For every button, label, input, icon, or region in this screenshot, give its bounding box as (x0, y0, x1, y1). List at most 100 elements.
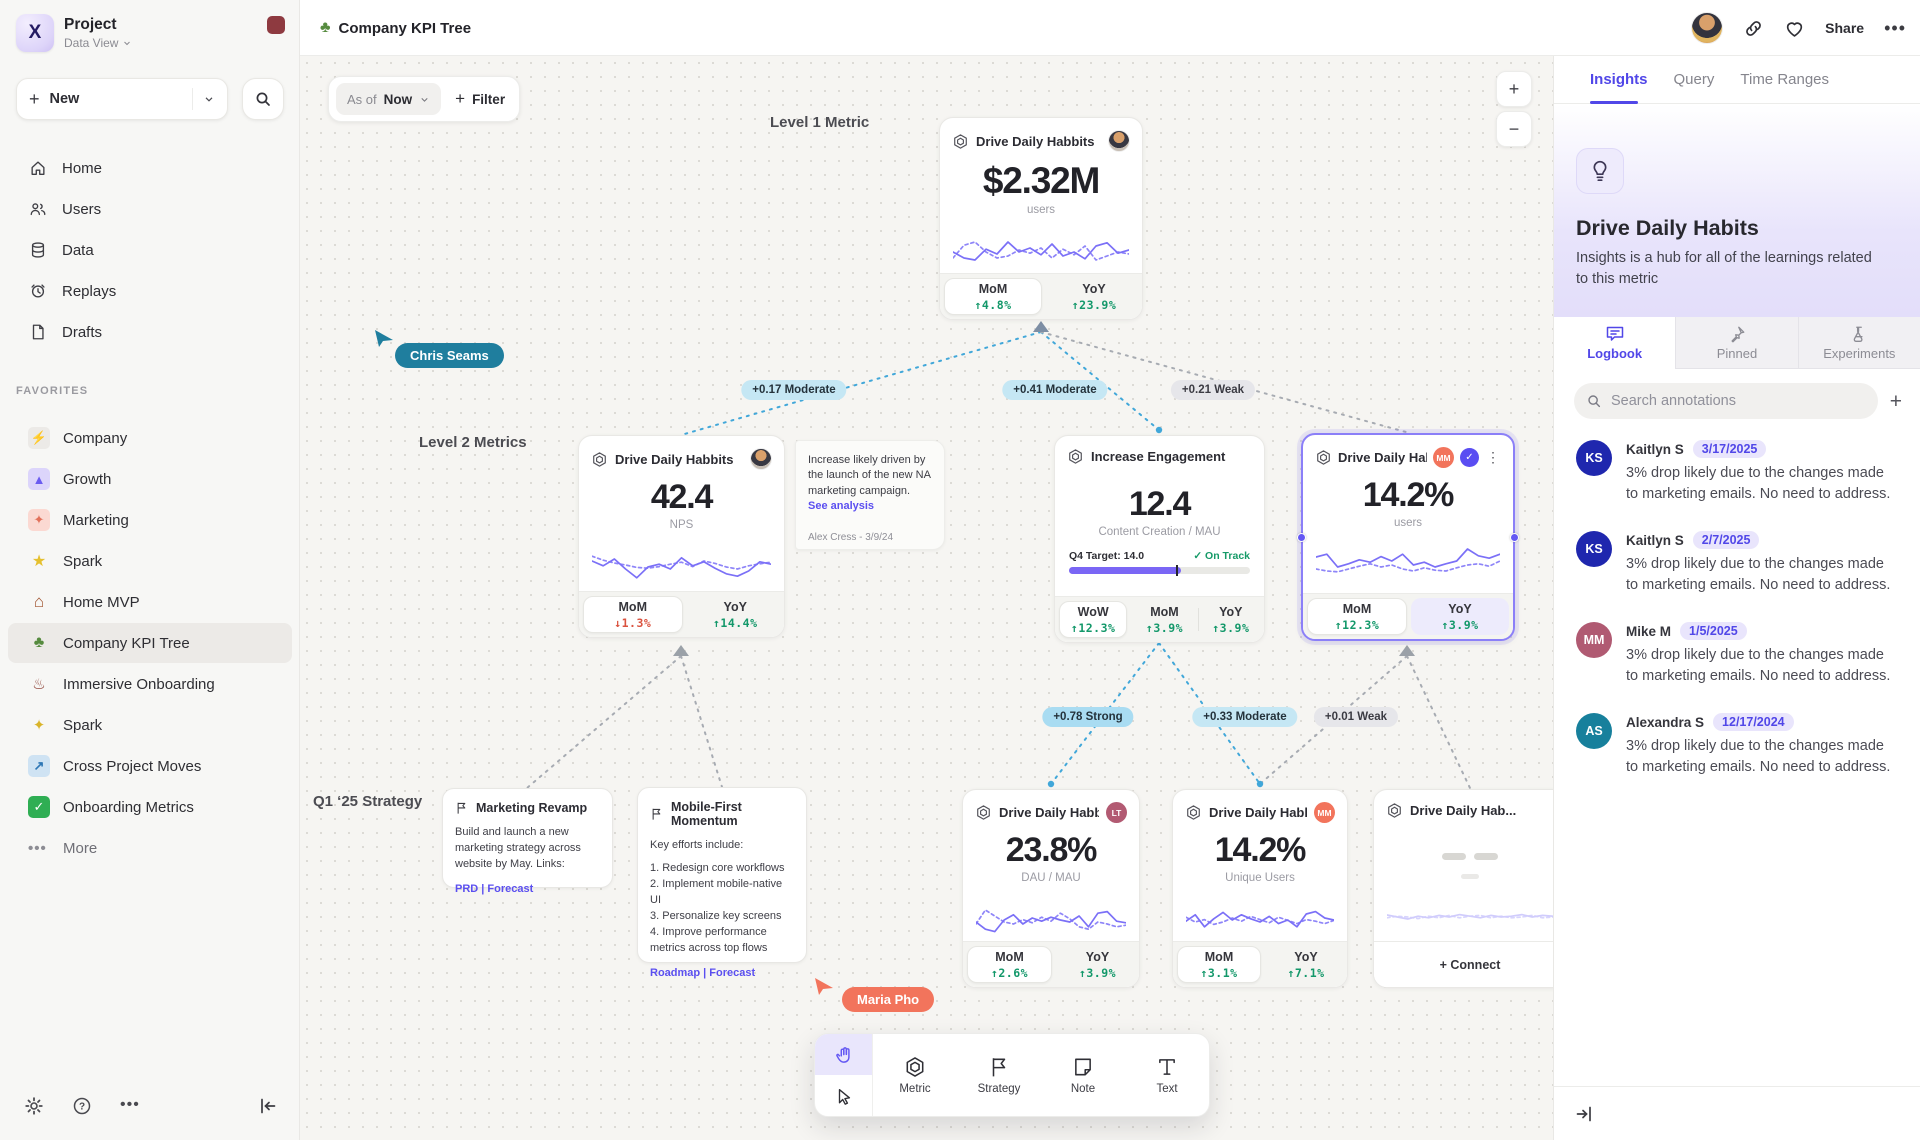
add-filter-button[interactable]: + Filter (455, 89, 506, 108)
copy-link-icon[interactable] (1743, 18, 1764, 39)
metric-card-unconnected[interactable]: Drive Daily Hab... + Connect (1373, 789, 1553, 988)
sidebar-item-company-kpi-tree[interactable]: ♣ Company KPI Tree (8, 623, 292, 663)
yoy-cell[interactable]: YoY ↑23.9% (1071, 281, 1117, 312)
select-tool-button[interactable] (815, 1075, 872, 1116)
kpi-tree-canvas[interactable]: As of Now + Filter + − Level 1 Metric Le… (300, 56, 1553, 1140)
sidebar-item-drafts[interactable]: Drafts (8, 312, 292, 352)
sidebar-item-home-mvp[interactable]: ⌂ Home MVP (8, 582, 292, 622)
annotation-item[interactable]: KS Kaitlyn S 3/17/2025 3% drop likely du… (1554, 427, 1920, 518)
metric-tool-button[interactable]: Metric (873, 1034, 957, 1116)
strategy-card-mobile[interactable]: Mobile-First Momentum Key efforts includ… (637, 787, 807, 979)
annotation-item[interactable]: AS Alexandra S 12/17/2024 3% drop likely… (1554, 700, 1920, 791)
text-tool-button[interactable]: Text (1125, 1034, 1209, 1116)
annotation-item[interactable]: MM Mike M 1/5/2025 3% drop likely due to… (1554, 609, 1920, 700)
sidebar-item-onboarding-metrics[interactable]: ✓ Onboarding Metrics (8, 787, 292, 827)
strategy-links[interactable]: PRD | Forecast (455, 882, 534, 895)
annotation-date-badge[interactable]: 2/7/2025 (1692, 531, 1760, 550)
sidebar-item-cross-project-moves[interactable]: ↗ Cross Project Moves (8, 746, 292, 786)
collaborator-badge[interactable]: MM (1314, 802, 1335, 823)
collaborator-badge[interactable]: LT (1106, 802, 1127, 823)
zoom-in-button[interactable]: + (1496, 71, 1532, 107)
more-menu-icon[interactable]: ••• (1884, 17, 1906, 38)
pan-tool-button[interactable] (815, 1034, 872, 1075)
tab-insights[interactable]: Insights (1590, 71, 1648, 88)
yoy-cell[interactable]: YoY ↑7.1% (1287, 949, 1325, 980)
note-card[interactable]: Increase likely driven by the launch of … (795, 440, 945, 550)
more-options-icon[interactable]: ••• (120, 1096, 140, 1113)
sidebar-item-spark[interactable]: ★ Spark (8, 541, 292, 581)
search-button[interactable] (242, 78, 284, 120)
card-menu-icon[interactable]: ⋮ (1486, 449, 1500, 465)
mom-cell[interactable]: MoM ↑2.6% (967, 946, 1052, 983)
owner-avatar[interactable] (1108, 130, 1130, 152)
annotation-date-badge[interactable]: 3/17/2025 (1692, 440, 1767, 458)
share-button[interactable]: Share (1825, 20, 1865, 36)
collapse-sidebar-icon[interactable] (258, 1096, 278, 1116)
yoy-cell[interactable]: YoY ↑3.9% (1411, 598, 1509, 635)
sidebar-item-users[interactable]: Users (8, 189, 292, 229)
mom-cell[interactable]: MoM ↑12.3% (1307, 598, 1407, 635)
chevron-down-icon[interactable] (203, 93, 215, 105)
note-tool-button[interactable]: Note (1041, 1034, 1125, 1116)
project-logo[interactable]: X (16, 14, 54, 52)
metric-card-level1[interactable]: Drive Daily Habbits $2.32M users MoM ↑4.8… (939, 117, 1143, 320)
yoy-cell[interactable]: YoY ↑14.4% (712, 599, 758, 630)
sidebar-item-marketing[interactable]: ✦ Marketing (8, 500, 292, 540)
edge-label[interactable]: +0.01 Weak (1313, 707, 1399, 727)
see-analysis-link[interactable]: See analysis (808, 500, 875, 513)
as-of-dropdown[interactable]: As of Now (336, 83, 442, 115)
wow-cell[interactable]: WoW ↑12.3% (1059, 601, 1128, 638)
selection-handle[interactable] (1297, 533, 1306, 542)
user-avatar[interactable] (1691, 12, 1724, 44)
mom-cell[interactable]: MoM ↑3.9% (1145, 604, 1184, 635)
sidebar-item-growth[interactable]: ▲ Growth (8, 459, 292, 499)
metric-card-nps[interactable]: Drive Daily Habbits 42.4 NPS MoM ↓1.3% Yo… (578, 435, 785, 638)
edge-label[interactable]: +0.78 Strong (1042, 707, 1134, 727)
edge-label[interactable]: +0.33 Moderate (1192, 707, 1298, 727)
owner-avatar[interactable] (750, 448, 772, 470)
workspace-switcher[interactable]: Data View (64, 36, 132, 50)
search-annotations-input[interactable]: Search annotations (1574, 383, 1878, 419)
tab-time-ranges[interactable]: Time Ranges (1740, 71, 1830, 88)
workspace-badge[interactable] (267, 16, 285, 34)
sidebar-item-more[interactable]: ••• More (8, 828, 292, 868)
sidebar-item-home[interactable]: Home (8, 148, 292, 188)
edge-label[interactable]: +0.21 Weak (1170, 380, 1256, 400)
strategy-card-marketing[interactable]: Marketing Revamp Build and launch a new … (442, 788, 613, 895)
sidebar-item-spark-2[interactable]: ✦ Spark (8, 705, 292, 745)
settings-gear-icon[interactable] (24, 1096, 44, 1116)
zoom-out-button[interactable]: − (1496, 111, 1532, 147)
sidebar-item-data[interactable]: Data (8, 230, 292, 270)
yoy-cell[interactable]: YoY ↑3.9% (1197, 597, 1264, 642)
annotation-date-badge[interactable]: 12/17/2024 (1713, 713, 1794, 732)
collapse-panel-icon[interactable] (1574, 1104, 1594, 1124)
strategy-links[interactable]: Roadmap | Forecast (650, 966, 756, 979)
mom-cell[interactable]: MoM ↑3.1% (1177, 946, 1261, 983)
metric-card-unique-users[interactable]: Drive Daily Habbits MM 14.2% Unique User… (1172, 789, 1348, 988)
edge-label[interactable]: +0.41 Moderate (1002, 380, 1108, 400)
strategy-tool-button[interactable]: Strategy (957, 1034, 1041, 1116)
edge-label[interactable]: +0.17 Moderate (741, 380, 847, 400)
help-icon[interactable]: ? (72, 1096, 92, 1116)
collaborator-badge[interactable]: MM (1433, 447, 1454, 468)
favorite-heart-icon[interactable] (1784, 18, 1805, 39)
annotation-date-badge[interactable]: 1/5/2025 (1680, 622, 1747, 641)
subtab-pinned[interactable]: Pinned (1675, 317, 1798, 369)
annotation-item[interactable]: KS Kaitlyn S 2/7/2025 3% drop likely due… (1554, 518, 1920, 609)
yoy-cell[interactable]: YoY ↑3.9% (1078, 949, 1117, 980)
subtab-experiments[interactable]: Experiments (1797, 317, 1920, 369)
sidebar-item-company[interactable]: ⚡ Company (8, 418, 292, 458)
mom-cell[interactable]: MoM ↓1.3% (583, 596, 683, 633)
mom-cell[interactable]: MoM ↑4.8% (944, 278, 1042, 315)
selection-handle[interactable] (1510, 533, 1519, 542)
connect-button[interactable]: + Connect (1439, 957, 1501, 972)
sidebar-item-immersive-onboarding[interactable]: ♨ Immersive Onboarding (8, 664, 292, 704)
metric-card-selected[interactable]: Drive Daily Habb.. MM ✓ ⋮ 14.2% users Mo… (1301, 433, 1515, 641)
new-button[interactable]: + New (16, 78, 228, 120)
metric-card-engagement[interactable]: Increase Engagement 12.4 Content Creatio… (1054, 435, 1265, 643)
metric-card-dau[interactable]: Drive Daily Habbits LT 23.8% DAU / MAU M… (962, 789, 1140, 988)
tab-query[interactable]: Query (1673, 71, 1715, 88)
sidebar-item-replays[interactable]: Replays (8, 271, 292, 311)
subtab-logbook[interactable]: Logbook (1554, 317, 1676, 369)
add-annotation-button[interactable]: + (1889, 389, 1902, 413)
